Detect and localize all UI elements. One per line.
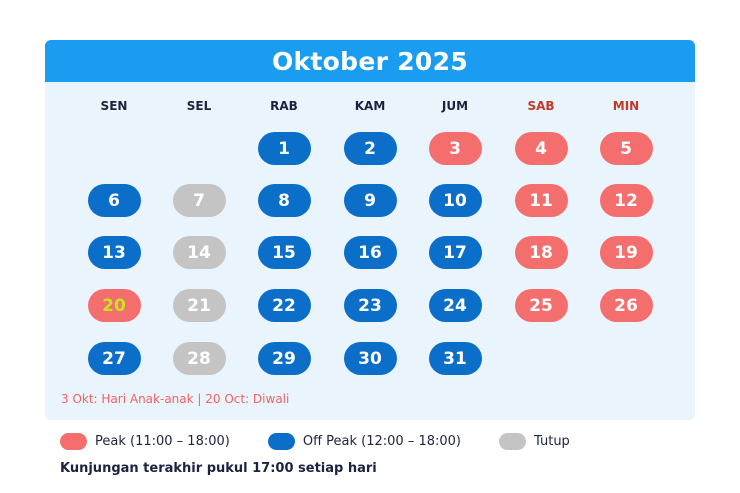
legend-offpeak: Off Peak (12:00 – 18:00) [267,433,462,450]
day-16-offpeak[interactable]: 16 [343,236,397,269]
day-23-offpeak[interactable]: 23 [343,289,397,322]
day-number: 23 [358,295,382,316]
day-number: 24 [443,295,467,316]
day-31-offpeak[interactable]: 31 [428,342,482,375]
day-number: 13 [102,242,126,263]
day-10-offpeak[interactable]: 10 [428,184,482,217]
day-number: 27 [102,348,126,369]
day-17-offpeak[interactable]: 17 [428,236,482,269]
day-30-offpeak[interactable]: 30 [343,342,397,375]
day-number: 18 [529,242,553,263]
day-number: 30 [358,348,382,369]
day-12-peak[interactable]: 12 [599,184,653,217]
day-number: 2 [364,138,376,159]
weekday-sel: SEL [186,99,212,113]
day-18-peak[interactable]: 18 [514,236,568,269]
calendar-month-title: Oktober 2025 [45,40,695,82]
day-number: 17 [443,242,467,263]
day-6-offpeak[interactable]: 6 [87,184,141,217]
legend-offpeak-label: Off Peak (12:00 – 18:00) [302,434,462,449]
day-number: 14 [187,242,211,263]
day-20-peak[interactable]: 20 [87,289,141,322]
day-29-offpeak[interactable]: 29 [257,342,311,375]
day-number: 29 [272,348,296,369]
weekday-sab: SAB [527,99,555,113]
day-number: 8 [278,190,290,211]
day-19-peak[interactable]: 19 [599,236,653,269]
day-number: 6 [108,190,120,211]
day-number: 9 [364,190,376,211]
legend: Peak (11:00 – 18:00) Off Peak (12:00 – 1… [60,433,608,450]
last-visit-note: Kunjungan terakhir pukul 17:00 setiap ha… [60,461,377,476]
day-number: 15 [272,242,296,263]
day-5-peak[interactable]: 5 [599,132,653,165]
day-number: 12 [614,190,638,211]
legend-peak-label: Peak (11:00 – 18:00) [95,434,230,449]
day-11-peak[interactable]: 11 [514,184,568,217]
day-3-peak[interactable]: 3 [428,132,482,165]
day-number: 3 [449,138,461,159]
day-number: 1 [278,138,290,159]
day-number: 20 [102,295,126,316]
day-number: 31 [443,348,467,369]
day-26-peak[interactable]: 26 [599,289,653,322]
weekday-kam: KAM [354,99,386,113]
weekday-min: MIN [612,99,640,113]
holiday-notes: 3 Okt: Hari Anak-anak | 20 Oct: Diwali [61,392,290,406]
legend-closed-label: Tutup [534,434,570,449]
day-22-offpeak[interactable]: 22 [257,289,311,322]
offpeak-swatch [267,433,295,450]
weekday-sen: SEN [100,99,128,113]
day-number: 5 [620,138,632,159]
day-25-peak[interactable]: 25 [514,289,568,322]
day-number: 28 [187,348,211,369]
day-21-closed[interactable]: 21 [172,289,226,322]
day-13-offpeak[interactable]: 13 [87,236,141,269]
day-7-closed[interactable]: 7 [172,184,226,217]
day-14-closed[interactable]: 14 [172,236,226,269]
day-2-offpeak[interactable]: 2 [343,132,397,165]
day-8-offpeak[interactable]: 8 [257,184,311,217]
day-number: 25 [529,295,553,316]
day-number: 19 [614,242,638,263]
day-1-offpeak[interactable]: 1 [257,132,311,165]
day-number: 4 [535,138,547,159]
legend-peak: Peak (11:00 – 18:00) [60,433,230,450]
day-number: 16 [358,242,382,263]
day-number: 26 [614,295,638,316]
day-number: 10 [443,190,467,211]
closed-swatch [499,433,527,450]
day-number: 21 [187,295,211,316]
day-15-offpeak[interactable]: 15 [257,236,311,269]
day-27-offpeak[interactable]: 27 [87,342,141,375]
weekday-jum: JUM [441,99,469,113]
weekday-rab: RAB [270,99,298,113]
day-4-peak[interactable]: 4 [514,132,568,165]
day-number: 11 [529,190,553,211]
day-28-closed[interactable]: 28 [172,342,226,375]
day-9-offpeak[interactable]: 9 [343,184,397,217]
peak-swatch [60,433,87,450]
day-24-offpeak[interactable]: 24 [428,289,482,322]
day-number: 22 [272,295,296,316]
day-number: 7 [193,190,205,211]
legend-closed: Tutup [499,433,570,450]
